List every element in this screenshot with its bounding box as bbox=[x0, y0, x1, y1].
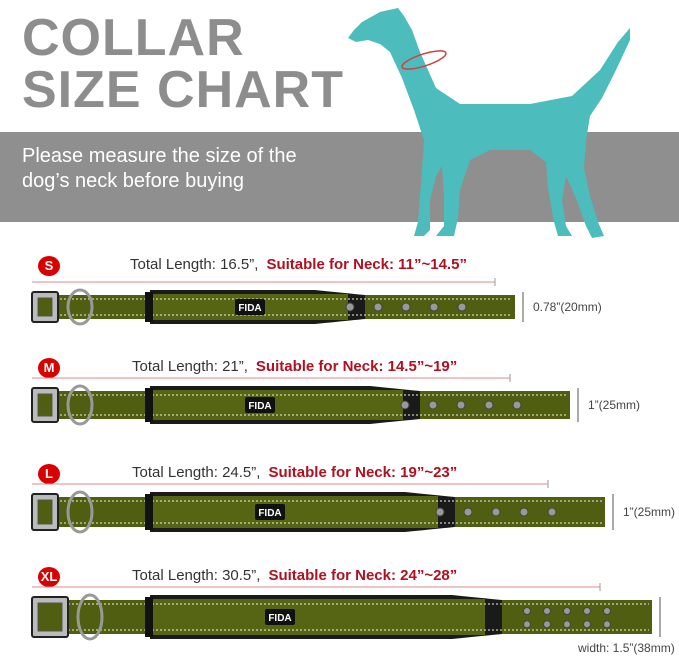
eyelet bbox=[512, 400, 522, 410]
eyelet bbox=[543, 620, 551, 629]
total-length: Total Length: 30.5”, bbox=[132, 567, 261, 584]
svg-text:FIDA: FIDA bbox=[238, 303, 261, 314]
length-label: Total Length: 24.5”, Suitable for Neck: 1… bbox=[132, 464, 457, 481]
collar-s: FIDA bbox=[31, 278, 524, 326]
eyelet bbox=[456, 400, 466, 410]
neck-range: Suitable for Neck: 19”~23” bbox=[268, 464, 458, 481]
eyelet bbox=[603, 607, 611, 615]
eyelet bbox=[429, 302, 439, 312]
title-line-1: COLLAR bbox=[22, 9, 245, 67]
d-ring bbox=[66, 490, 94, 534]
width-label: 0.78”(20mm) bbox=[533, 300, 602, 314]
eyelet bbox=[563, 607, 571, 615]
size-badge: XL bbox=[38, 567, 60, 587]
eyelet bbox=[345, 302, 355, 312]
d-ring bbox=[66, 384, 94, 426]
title-line-2: SIZE CHART bbox=[22, 61, 344, 119]
dog-silhouette-icon bbox=[348, 8, 630, 238]
eyelet bbox=[373, 302, 383, 312]
collar-l: FIDA bbox=[31, 480, 614, 534]
eyelet bbox=[435, 507, 445, 517]
collar-m: FIDA bbox=[31, 374, 579, 426]
total-length: Total Length: 21”, bbox=[132, 358, 248, 375]
width-label: 1”(25mm) bbox=[588, 398, 641, 412]
svg-text:FIDA: FIDA bbox=[258, 508, 281, 519]
eyelet bbox=[543, 607, 551, 615]
eyelet bbox=[457, 302, 467, 312]
eyelet bbox=[519, 507, 529, 517]
eyelet bbox=[491, 507, 501, 517]
neck-range: Suitable for Neck: 11”~14.5” bbox=[266, 256, 467, 273]
size-badge: M bbox=[38, 358, 60, 378]
svg-text:FIDA: FIDA bbox=[248, 401, 271, 412]
eyelet bbox=[463, 507, 473, 517]
eyelet bbox=[583, 607, 591, 615]
eyelet bbox=[603, 620, 611, 629]
eyelet bbox=[400, 400, 410, 410]
total-length: Total Length: 24.5”, bbox=[132, 464, 261, 481]
size-badge: S bbox=[38, 256, 60, 276]
fida-logo bbox=[245, 397, 275, 413]
eyelet bbox=[428, 400, 438, 410]
eyelet bbox=[563, 620, 571, 629]
subtitle-line-1: Please measure the size of the bbox=[22, 145, 297, 167]
width-label: width: 1.5”(38mm) bbox=[578, 641, 675, 655]
fida-logo bbox=[235, 299, 265, 315]
eyelet bbox=[523, 607, 531, 615]
length-label: Total Length: 30.5”, Suitable for Neck: 2… bbox=[132, 567, 457, 584]
fida-logo bbox=[265, 609, 295, 625]
eyelet bbox=[484, 400, 494, 410]
neck-range: Suitable for Neck: 24”~28” bbox=[268, 567, 458, 584]
d-ring bbox=[66, 288, 94, 326]
eyelet bbox=[547, 507, 557, 517]
eyelet bbox=[401, 302, 411, 312]
neck-range: Suitable for Neck: 14.5”~19” bbox=[255, 358, 458, 375]
eyelet bbox=[523, 620, 531, 629]
d-ring bbox=[76, 593, 104, 641]
subtitle-line-2: dog’s neck before buying bbox=[22, 170, 245, 192]
fida-logo bbox=[255, 504, 285, 520]
size-badge: L bbox=[38, 464, 60, 484]
svg-text:FIDA: FIDA bbox=[268, 613, 291, 624]
total-length: Total Length: 16.5”, bbox=[130, 256, 259, 273]
collar-xl: FIDA bbox=[31, 583, 661, 641]
length-label: Total Length: 21”, Suitable for Neck: 14.… bbox=[132, 358, 457, 375]
length-label: Total Length: 16.5”, Suitable for Neck: 1… bbox=[130, 256, 467, 273]
width-label: 1”(25mm) bbox=[623, 505, 676, 519]
eyelet bbox=[583, 620, 591, 629]
